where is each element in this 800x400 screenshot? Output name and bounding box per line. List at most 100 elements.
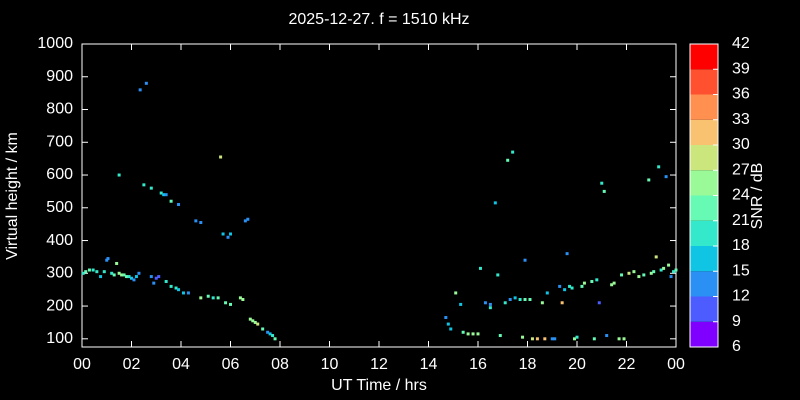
data-point [243, 219, 247, 223]
data-point [177, 203, 181, 207]
y-tick-label: 900 [46, 68, 73, 85]
data-point [637, 275, 641, 279]
data-point [471, 332, 475, 336]
y-tick-label: 400 [46, 232, 73, 249]
data-point [498, 334, 502, 338]
data-point [181, 291, 185, 295]
y-tick-label: 300 [46, 265, 73, 282]
data-point [84, 270, 88, 274]
data-point [137, 271, 141, 275]
data-point [511, 150, 515, 154]
data-point [657, 165, 661, 169]
data-point [575, 335, 579, 339]
chart-title: 2025-12-27. f = 1510 kHz [288, 11, 469, 28]
data-point [238, 296, 242, 300]
data-point [454, 291, 458, 295]
data-point [662, 266, 666, 270]
colorbar-segment [690, 170, 718, 196]
data-point [488, 302, 492, 306]
data-point [248, 317, 252, 321]
colorbar-segment [690, 246, 718, 272]
data-point [261, 327, 265, 331]
data-point [642, 273, 646, 277]
data-point [493, 201, 497, 205]
data-point [102, 270, 106, 274]
colorbar-tick-label: 15 [732, 262, 750, 279]
data-point [211, 296, 215, 300]
data-point [530, 337, 534, 341]
colorbar-segment [690, 271, 718, 297]
data-point [132, 278, 136, 282]
data-point [246, 217, 250, 221]
data-point [672, 270, 676, 274]
colorbar-segment [690, 44, 718, 70]
data-point [582, 281, 586, 285]
data-point [115, 261, 119, 265]
colorbar-tick-label: 30 [732, 136, 750, 153]
data-point [540, 301, 544, 305]
data-point [164, 279, 168, 283]
data-point [535, 337, 539, 341]
data-point [627, 271, 631, 275]
y-tick-label: 700 [46, 133, 73, 150]
colorbar-segment [690, 321, 718, 347]
colorbar-segment [690, 94, 718, 120]
data-point [95, 270, 99, 274]
data-point [496, 273, 500, 277]
x-tick-label: 06 [222, 356, 240, 373]
data-point [271, 334, 275, 338]
data-point [120, 273, 124, 277]
data-point [81, 271, 85, 275]
data-point [99, 275, 103, 279]
data-point [174, 286, 178, 290]
x-tick-label: 12 [370, 356, 388, 373]
data-point [513, 296, 517, 300]
colorbar-tick-label: 33 [732, 111, 750, 128]
colorbar-segment [690, 69, 718, 95]
data-point [563, 288, 567, 292]
colorbar-label: SNR / dB [749, 163, 766, 230]
data-point [273, 337, 277, 341]
data-point [620, 273, 624, 277]
y-tick-label: 500 [46, 199, 73, 216]
data-point [127, 275, 131, 279]
data-point [478, 266, 482, 270]
data-point [560, 301, 564, 305]
data-point [674, 268, 678, 272]
data-point [221, 232, 225, 236]
colorbar-tick-label: 12 [732, 288, 750, 305]
data-point [565, 252, 569, 256]
colorbar-segment [690, 119, 718, 145]
x-tick-label: 18 [519, 356, 537, 373]
colorbar-tick-label: 9 [732, 313, 741, 330]
data-point [459, 302, 463, 306]
y-tick-label: 200 [46, 297, 73, 314]
colorbar-tick-label: 18 [732, 237, 750, 254]
data-point [177, 288, 181, 292]
data-point [669, 275, 673, 279]
data-point [199, 296, 203, 300]
colorbar-tick-label: 6 [732, 338, 741, 355]
data-point [446, 322, 450, 326]
data-point [169, 284, 173, 288]
colorbar-tick-label: 21 [732, 212, 750, 229]
data-point [251, 319, 255, 323]
data-point [652, 270, 656, 274]
data-point [592, 337, 596, 341]
data-point [568, 284, 572, 288]
y-tick-label: 600 [46, 166, 73, 183]
data-point [226, 235, 230, 239]
data-point [654, 255, 658, 259]
data-point [449, 327, 453, 331]
data-point [508, 298, 512, 302]
data-point [110, 271, 114, 275]
x-tick-label: 00 [73, 356, 91, 373]
data-point [106, 257, 110, 261]
data-point [590, 279, 594, 283]
data-point [622, 337, 626, 341]
data-point [553, 337, 557, 341]
x-tick-label: 14 [420, 356, 438, 373]
data-point [664, 175, 668, 179]
x-tick-label: 10 [321, 356, 339, 373]
